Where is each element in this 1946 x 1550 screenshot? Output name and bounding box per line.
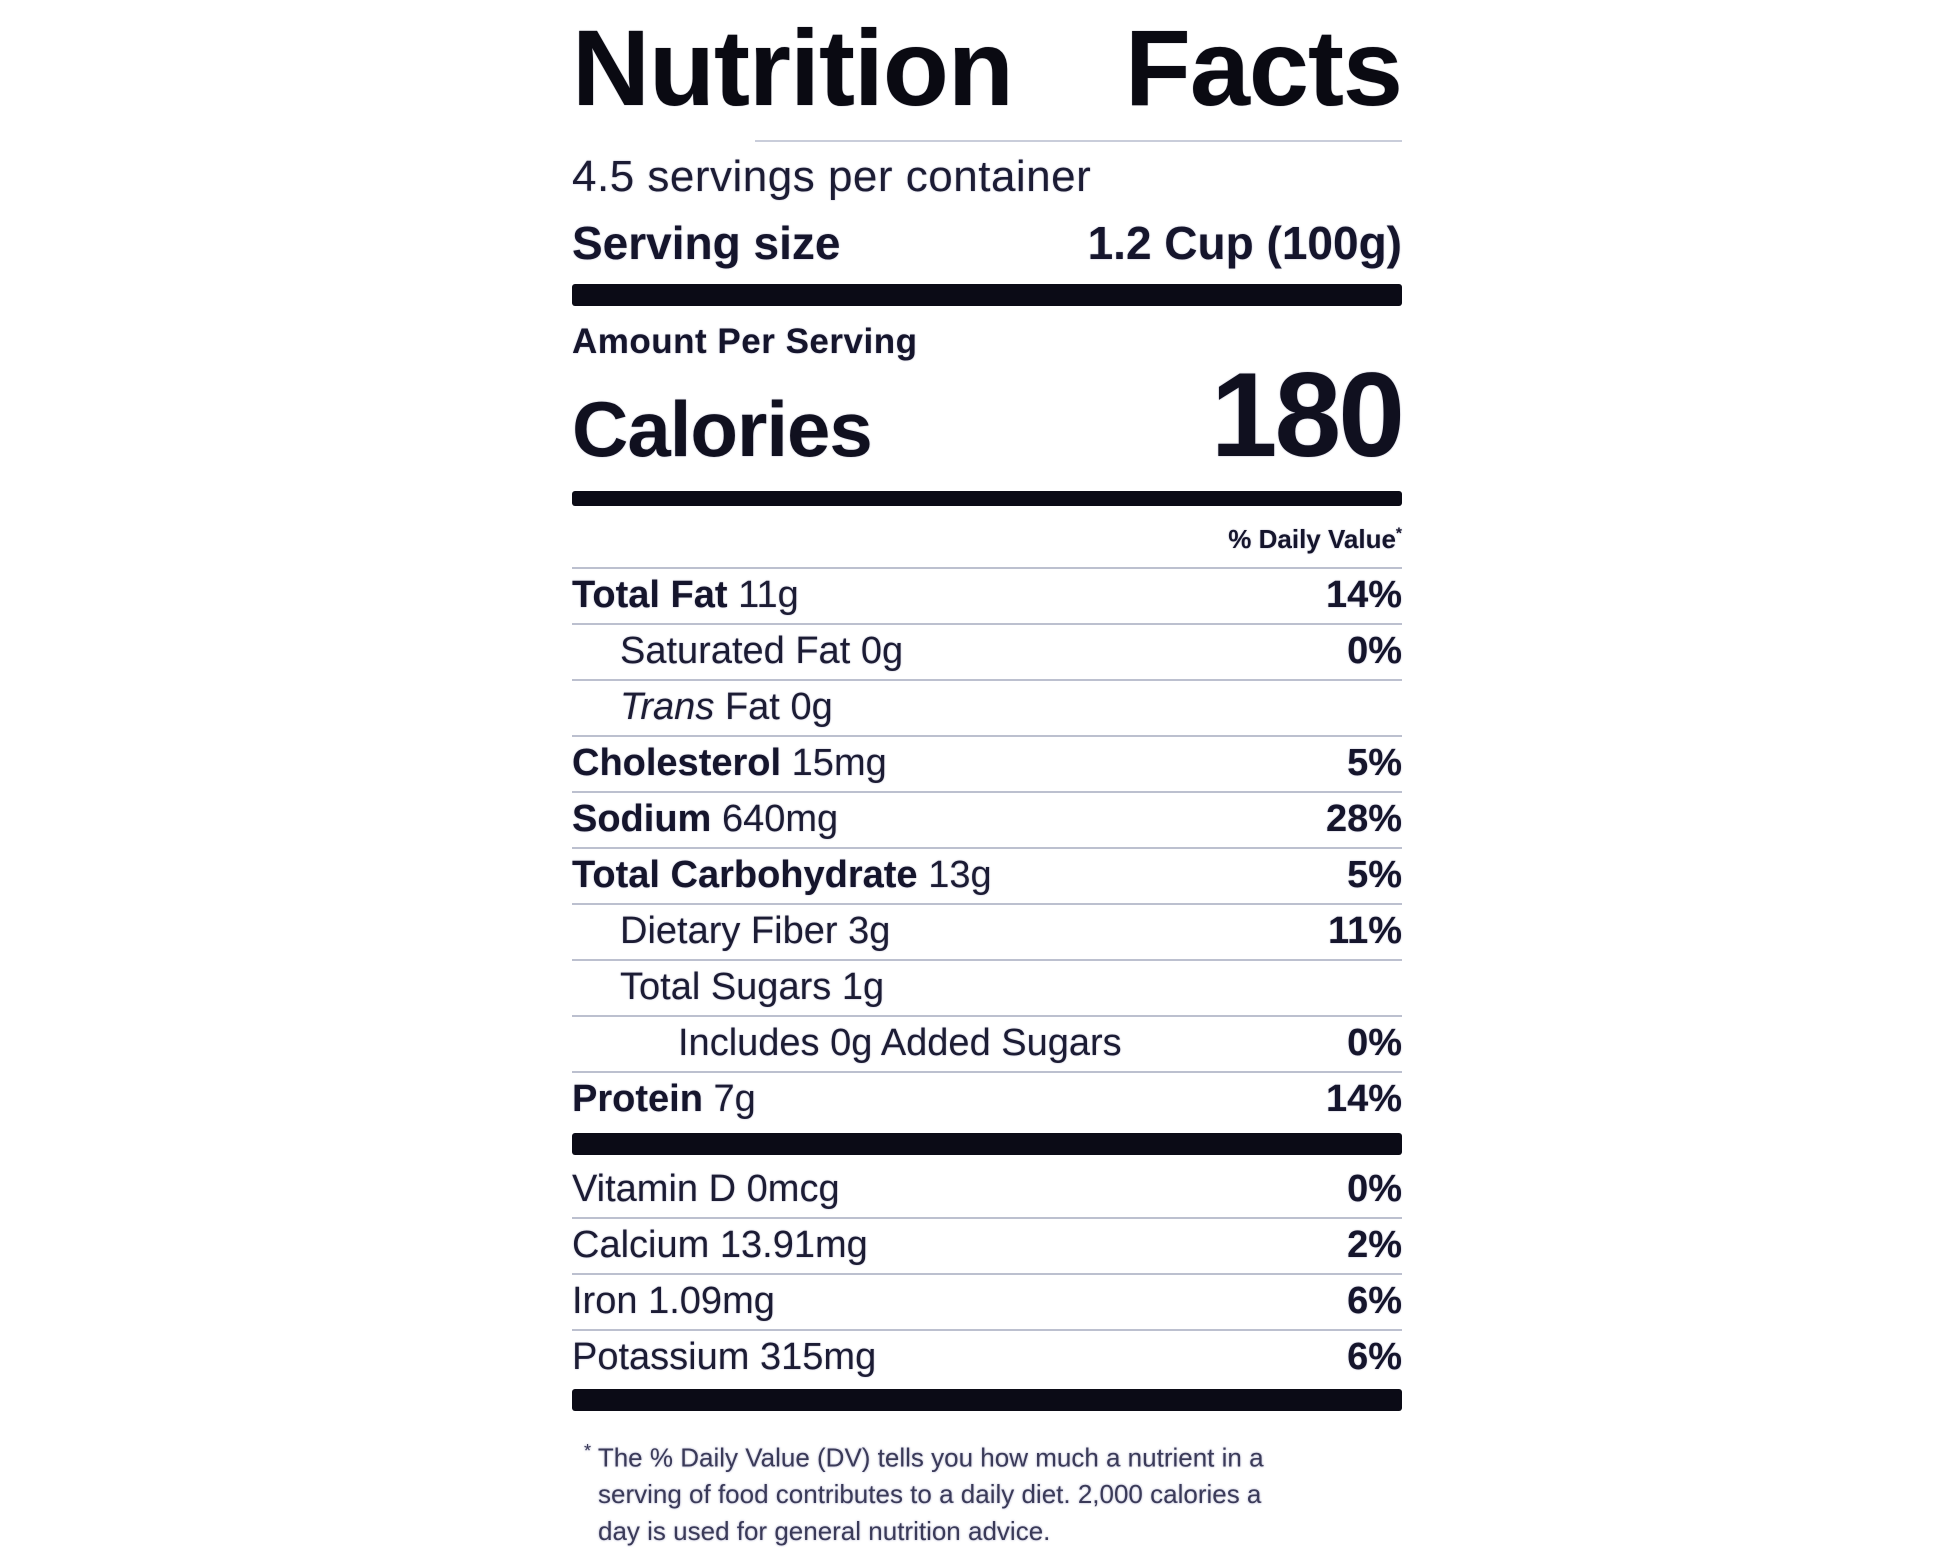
nutrient-name: Fat [724, 685, 780, 728]
amount-per-serving-label: Amount Per Serving [572, 322, 918, 361]
nutrient-rows: Total Fat 11g 14% Saturated Fat 0g 0% Tran… [572, 566, 1402, 1127]
micronutrient-row-calcium: Calcium 13.91mg 2% [572, 1216, 1402, 1273]
nutrient-name: Protein [572, 1077, 703, 1120]
label-title: Nutrition Facts [572, 7, 1403, 128]
nutrient-name: Total Carbohydrate [572, 853, 918, 896]
nutrient-amount: 0g [790, 685, 833, 728]
micronutrient-dv: 2% [1347, 1223, 1402, 1266]
nutrient-amount: 1g [841, 965, 885, 1008]
daily-value-header-text: % Daily Value [1228, 523, 1396, 554]
footnote-marker: * [584, 1440, 592, 1461]
micronutrient-amount: 13.91mg [719, 1223, 868, 1266]
micronutrient-dv: 6% [1347, 1335, 1402, 1378]
nutrient-row-saturated-fat: Saturated Fat 0g 0% [572, 622, 1402, 679]
calories-label: Calories [572, 385, 873, 473]
nutrient-amount: 11g [738, 573, 799, 616]
footnote-text: The % Daily Value (DV) tells you how muc… [597, 1442, 1264, 1547]
nutrient-name: Includes 0g Added Sugars [678, 1021, 1122, 1064]
nutrient-row-total-carbohydrate: Total Carbohydrate 13g 5% [572, 846, 1402, 903]
serving-size-row: Serving size 1.2 Cup (100g) [572, 216, 1402, 270]
nutrient-dv: 11% [1328, 909, 1402, 952]
daily-value-header: % Daily Value* [572, 524, 1402, 555]
nutrient-name-italic: Trans [620, 685, 715, 728]
micronutrient-row-iron: Iron 1.09mg 6% [572, 1272, 1402, 1329]
micronutrient-amount: 315mg [760, 1335, 877, 1378]
nutrient-dv: 0% [1347, 1021, 1402, 1064]
nutrient-amount: 13g [928, 853, 992, 896]
nutrient-row-trans-fat: Trans Fat 0g [572, 678, 1402, 735]
nutrient-dv: 14% [1325, 573, 1402, 616]
serving-size-value: 1.2 Cup (100g) [1087, 217, 1402, 269]
nutrient-row-total-fat: Total Fat 11g 14% [572, 566, 1402, 623]
nutrient-amount: 15mg [791, 741, 887, 784]
calories-value: 180 [1210, 348, 1405, 482]
nutrient-name: Dietary Fiber [620, 909, 838, 952]
micronutrient-name: Iron [572, 1279, 638, 1322]
micronutrient-dv: 0% [1347, 1167, 1402, 1210]
nutrient-name: Cholesterol [572, 741, 782, 784]
nutrient-name: Sodium [572, 797, 712, 840]
calories-row: Calories 180 [572, 348, 1405, 482]
nutrient-amount: 640mg [721, 797, 839, 840]
nutrient-amount: 7g [713, 1077, 756, 1120]
servings-per-container: 4.5 servings per container [572, 152, 1092, 201]
thick-divider-bottom [572, 1388, 1402, 1411]
nutrient-row-added-sugars: Includes 0g Added Sugars 0% [572, 1014, 1402, 1071]
micronutrient-amount: 0mcg [746, 1167, 840, 1210]
nutrient-dv: 14% [1325, 1077, 1402, 1120]
nutrition-facts-label: Nutrition Facts 4.5 servings per contain… [572, 7, 1405, 1550]
micronutrient-amount: 1.09mg [648, 1279, 775, 1322]
nutrient-dv: 5% [1347, 853, 1402, 896]
micronutrient-rows: Vitamin D 0mcg 0% Calcium 13.91mg 2% Iron 1… [572, 1163, 1402, 1385]
nutrient-name: Total Sugars [620, 965, 832, 1008]
nutrient-row-sodium: Sodium 640mg 28% [572, 790, 1402, 847]
nutrient-row-dietary-fiber: Dietary Fiber 3g 11% [572, 902, 1402, 959]
nutrient-dv: 5% [1347, 741, 1402, 784]
micronutrient-name: Calcium [572, 1223, 710, 1266]
micronutrient-name: Potassium [572, 1335, 750, 1378]
micronutrient-row-potassium: Potassium 315mg 6% [572, 1328, 1402, 1385]
footnote: * The % Daily Value (DV) tells you how m… [572, 1433, 1308, 1550]
nutrient-name: Total Fat [572, 573, 728, 616]
serving-size-label: Serving size [572, 217, 841, 269]
nutrient-row-protein: Protein 7g 14% [572, 1070, 1402, 1127]
nutrient-dv: 28% [1325, 797, 1402, 840]
nutrient-name: Saturated Fat [620, 629, 851, 672]
micronutrient-dv: 6% [1347, 1279, 1402, 1322]
nutrient-dv: 0% [1347, 629, 1402, 672]
thick-divider-top [572, 284, 1402, 306]
title-divider [754, 140, 1402, 142]
nutrient-amount: 3g [848, 909, 891, 952]
calories-divider [572, 490, 1402, 506]
nutrient-amount: 0g [860, 629, 904, 672]
nutrient-row-total-sugars: Total Sugars 1g [572, 958, 1402, 1015]
daily-value-marker: * [1395, 525, 1402, 543]
micronutrient-row-vitamin-d: Vitamin D 0mcg 0% [572, 1163, 1402, 1217]
nutrient-row-cholesterol: Cholesterol 15mg 5% [572, 734, 1402, 791]
micronutrient-name: Vitamin D [572, 1167, 737, 1210]
thick-divider-middle [572, 1132, 1402, 1155]
